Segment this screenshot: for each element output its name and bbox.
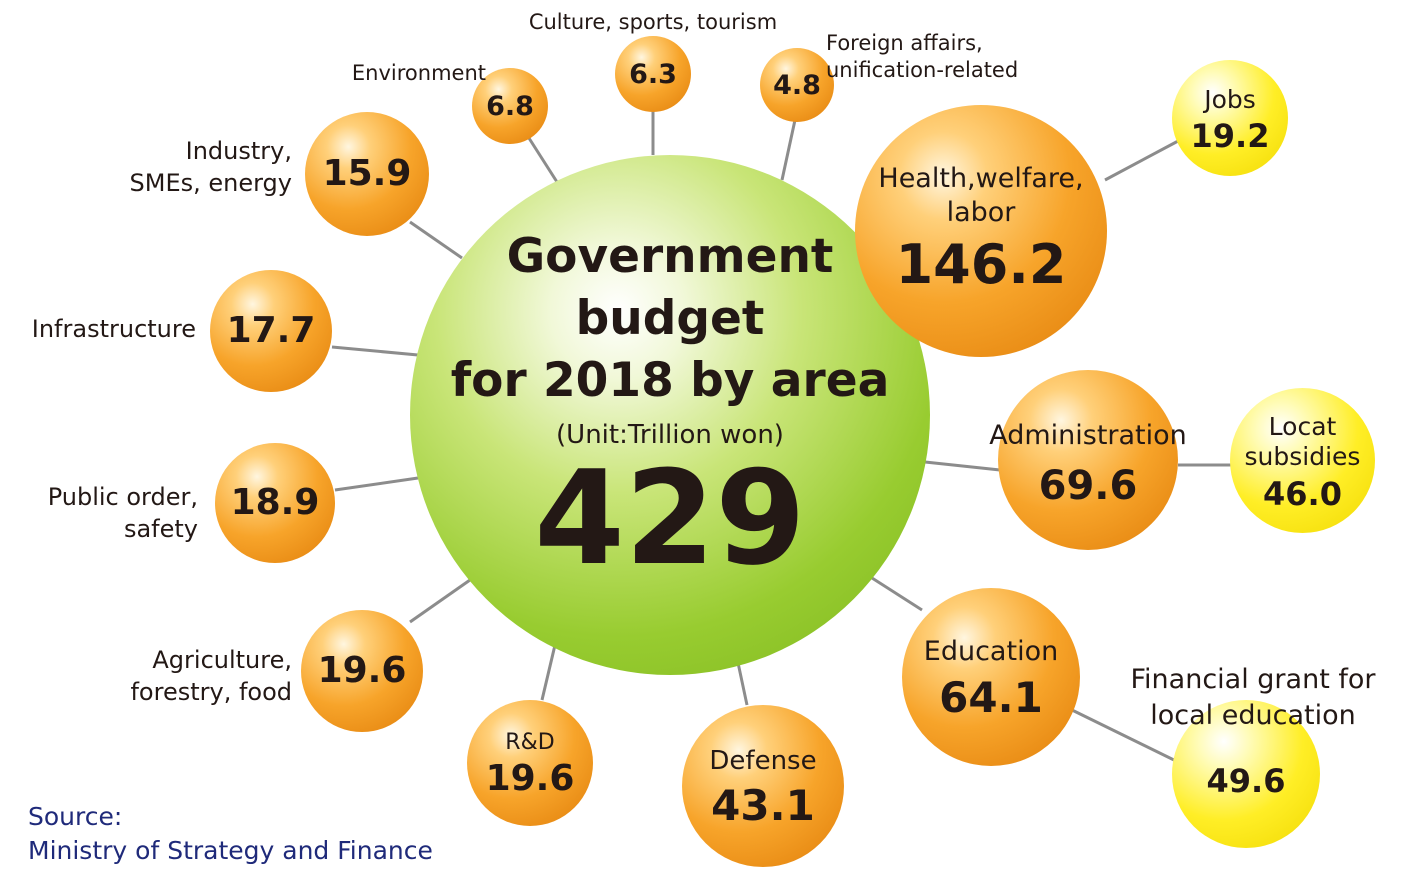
center-title-line: budget	[575, 290, 765, 346]
connector-local-education-grant	[1071, 708, 1179, 764]
bubble-value: 69.6	[1038, 463, 1138, 509]
connector-education	[871, 576, 923, 612]
bubble-public-order: 18.9	[215, 443, 335, 563]
center-total: 429	[534, 441, 806, 594]
bubble-value: 4.8	[773, 69, 821, 101]
bubble-value: 46.0	[1263, 474, 1342, 513]
bubble-value: 19.2	[1190, 116, 1270, 155]
bubble-health: Health,welfare, labor 146.2	[855, 105, 1107, 357]
label-line: Locat	[1268, 411, 1337, 441]
bubble-value: 18.9	[230, 482, 320, 523]
label-line: Agriculture,	[152, 646, 292, 674]
label-line: local education	[1150, 700, 1356, 732]
source-line: Ministry of Strategy and Finance	[28, 835, 433, 865]
label-line: Industry,	[185, 137, 292, 165]
connector-public-order	[334, 476, 419, 492]
bubble-value: 64.1	[939, 672, 1043, 722]
bubble-defense: Defense 43.1	[682, 705, 844, 867]
source-line: Source:	[28, 802, 123, 831]
center-unit: (Unit:Trillion won)	[556, 419, 784, 450]
label-line: subsidies	[1244, 441, 1361, 471]
label-line: Public order,	[47, 483, 198, 511]
bubble-label: Health,welfare, labor	[878, 162, 1083, 230]
bubble-label: Defense	[709, 745, 817, 776]
connector-jobs	[1104, 138, 1181, 182]
label-line: Health,welfare,	[878, 163, 1084, 195]
bubble-label: R&D	[505, 730, 555, 756]
bubble-label: Jobs	[1204, 85, 1256, 115]
center-title: Government budget for 2018 by area	[451, 226, 890, 412]
bubble-infrastructure: 17.7	[210, 270, 332, 392]
connector-rnd	[540, 644, 557, 701]
label-agriculture: Agriculture, forestry, food	[60, 644, 292, 709]
connector-foreign-affairs	[780, 119, 797, 181]
connector-infrastructure	[331, 345, 419, 357]
label-culture: Culture, sports, tourism	[528, 10, 778, 34]
bubble-value: 6.8	[486, 90, 534, 122]
label-industry: Industry, SMEs, energy	[60, 135, 293, 200]
center-title-line: Government	[506, 228, 834, 284]
label-line: Foreign affairs,	[826, 31, 983, 55]
connector-administration	[924, 460, 1001, 472]
bubble-local-subsidies: Locat subsidies 46.0	[1230, 388, 1375, 533]
label-infrastructure: Infrastructure	[31, 315, 196, 343]
label-line: Financial grant for	[1130, 664, 1376, 695]
center-bubble: Government budget for 2018 by area (Unit…	[410, 155, 930, 675]
bubble-rnd: R&D 19.6	[467, 700, 593, 826]
label-line: unification-related	[826, 58, 1019, 83]
bubble-value: 6.3	[629, 58, 677, 90]
bubble-foreign-affairs: 4.8	[760, 48, 834, 122]
connector-industry	[409, 220, 463, 260]
bubble-label: Education	[923, 636, 1059, 668]
bubble-administration: 69.6	[998, 370, 1178, 550]
label-public-order: Public order, safety	[10, 481, 198, 546]
label-environment: Environment	[351, 61, 486, 85]
label-local-education-grant: Financial grant for local education	[1100, 662, 1406, 735]
connector-environment	[525, 134, 559, 183]
source-note: Source: Ministry of Strategy and Finance	[28, 800, 433, 867]
connector-defense	[735, 657, 749, 706]
bubble-value: 43.1	[711, 781, 815, 831]
bubble-value: 19.6	[485, 757, 575, 799]
bubble-value: 49.6	[1206, 762, 1286, 800]
label-line: safety	[123, 515, 198, 544]
bubble-jobs: Jobs 19.2	[1172, 60, 1288, 176]
label-line: forestry, food	[130, 678, 292, 707]
bubble-agriculture: 19.6	[301, 610, 423, 732]
label-foreign-affairs: Foreign affairs, unification-related	[826, 30, 1046, 85]
bubble-value: 19.6	[317, 650, 407, 691]
bubble-industry: 15.9	[305, 112, 429, 236]
bubble-culture: 6.3	[615, 36, 691, 112]
bubble-label: Locat subsidies	[1245, 412, 1361, 472]
bubble-education: Education 64.1	[902, 588, 1080, 766]
connector-agriculture	[409, 578, 471, 624]
bubble-environment: 6.8	[472, 68, 548, 144]
center-title-line: for 2018 by area	[450, 352, 890, 408]
bubble-local-education-grant: 49.6	[1172, 700, 1320, 848]
bubble-value: 146.2	[895, 232, 1067, 296]
label-line: labor	[946, 197, 1016, 228]
label-administration: Administration	[989, 420, 1187, 451]
label-line: SMEs, energy	[129, 169, 293, 198]
bubble-value: 17.7	[226, 310, 316, 351]
bubble-value: 15.9	[322, 153, 412, 194]
